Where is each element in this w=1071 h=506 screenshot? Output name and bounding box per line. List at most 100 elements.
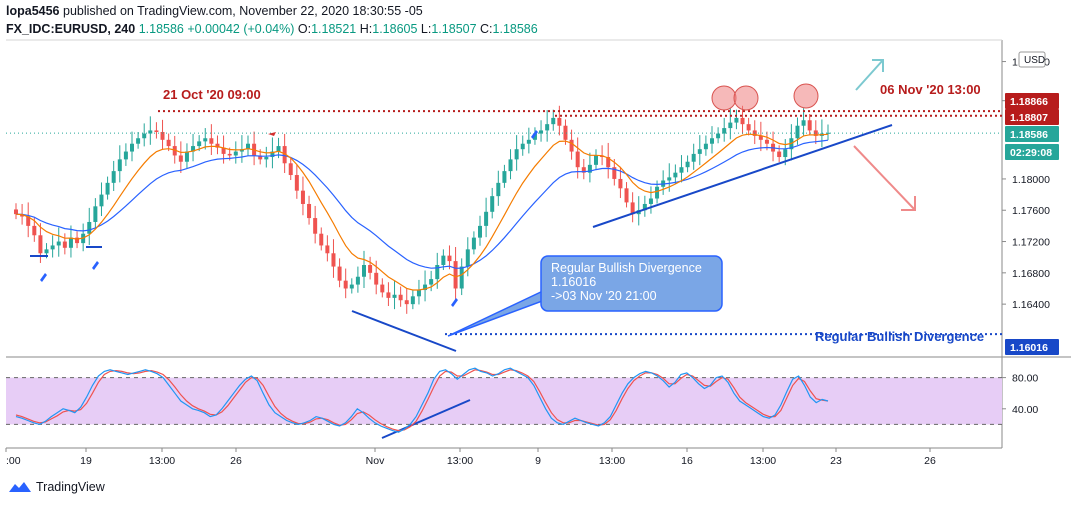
candle-body [551, 117, 556, 125]
open-key: O: [297, 22, 312, 36]
candle-body [343, 280, 348, 289]
rocket-icon [268, 132, 276, 136]
candle-body [288, 163, 293, 176]
candle-body [447, 255, 452, 262]
callout-pointer [447, 288, 546, 337]
candle-body [123, 151, 128, 160]
candle-body [380, 284, 385, 293]
candle-body [136, 138, 141, 144]
candle-body [398, 294, 403, 301]
stoch-d-line [15, 369, 829, 432]
candle-body [75, 237, 80, 244]
candle-body [478, 225, 482, 238]
candle-body [539, 130, 544, 134]
price-label-text: 1.18586 [1010, 129, 1048, 141]
candle-body [783, 149, 788, 158]
candle-body [227, 153, 232, 156]
candle-body [172, 146, 177, 156]
low-value: 1.18507 [431, 22, 477, 36]
candle-body [807, 120, 812, 131]
candle-body [313, 218, 318, 234]
candle-body [233, 151, 238, 156]
candle-body [691, 153, 696, 162]
candle-body [423, 284, 428, 291]
tradingview-footer[interactable]: TradingView [8, 480, 105, 494]
candle-body [826, 132, 830, 134]
candle-body [648, 198, 653, 204]
candle-body [764, 139, 769, 144]
candle-body [184, 151, 189, 162]
price-label-box [1005, 109, 1059, 125]
price-label-box [1005, 339, 1059, 355]
x-tick-label: 9 [535, 455, 541, 467]
close-key: C: [480, 22, 493, 36]
rocket-icon [531, 130, 538, 139]
stoch-tick-label: 80.00 [1012, 373, 1038, 385]
candle-body [575, 151, 580, 168]
y-tick-label: 1.16400 [1012, 299, 1050, 311]
candle-body [38, 235, 43, 254]
stoch-k-line [15, 367, 829, 433]
candle-body [374, 272, 379, 285]
stochastic-band [6, 377, 1002, 425]
candle-body [594, 155, 598, 165]
low-key: L: [420, 22, 432, 36]
candle-body [319, 233, 324, 246]
candle-body [99, 194, 104, 207]
price-label-text: 1.16016 [1010, 342, 1048, 354]
candle-body [264, 157, 269, 160]
x-tick-label: 13:00 [149, 455, 175, 467]
candle-body [630, 202, 635, 215]
price-label-text: 1.18807 [1010, 112, 1048, 124]
tradingview-logo-icon [9, 482, 31, 492]
candle-body [587, 164, 592, 173]
price-label-box [1005, 93, 1059, 109]
candle-body [813, 130, 818, 136]
candle-body [667, 177, 672, 181]
ascending-trendline [592, 124, 893, 228]
candle-body [331, 253, 336, 267]
candle-body [14, 209, 18, 215]
candle-body [20, 214, 25, 217]
candle-body [32, 225, 37, 236]
candle-body [117, 159, 122, 172]
candle-body [459, 266, 464, 289]
candle-body [697, 149, 702, 154]
candle-body [496, 182, 501, 197]
candle-body [197, 141, 202, 147]
candle-body [191, 146, 196, 152]
price-label-text: 1.18866 [1010, 96, 1048, 108]
candle-body [435, 265, 440, 280]
candle-body [746, 124, 751, 131]
candle-body [520, 143, 525, 150]
candle-body [716, 133, 721, 139]
symbol-label[interactable]: FX_IDC:EURUSD, 240 [6, 22, 136, 36]
x-tick-label: 13:00 [599, 455, 625, 467]
candle-body [325, 245, 330, 254]
candle-body [416, 290, 421, 297]
candle-body [490, 196, 495, 212]
candle-body [734, 117, 739, 123]
candle-body [655, 186, 660, 199]
rocket-icon [451, 298, 458, 307]
candle-body [642, 203, 647, 211]
candle-body [526, 139, 531, 144]
candle-body [270, 151, 275, 158]
slow-ma-line [15, 139, 829, 269]
candle-body [795, 125, 800, 139]
candle-body [508, 159, 513, 172]
rocket-icon [92, 261, 99, 270]
candle-body [337, 266, 342, 281]
candle-body [471, 237, 476, 250]
publisher-name[interactable]: lopa5456 [6, 4, 60, 18]
symbol-info: FX_IDC:EURUSD, 240 1.18586 +0.00042 (+0.… [6, 22, 538, 36]
y-tick-label: 1.16800 [1012, 268, 1050, 280]
candle-body [209, 138, 214, 144]
candle-body [154, 130, 159, 132]
candle-body [545, 124, 550, 131]
top-marker-circle [733, 85, 759, 111]
stoch-tick-label: 40.00 [1012, 404, 1038, 416]
close-value: 1.18586 [492, 22, 538, 36]
